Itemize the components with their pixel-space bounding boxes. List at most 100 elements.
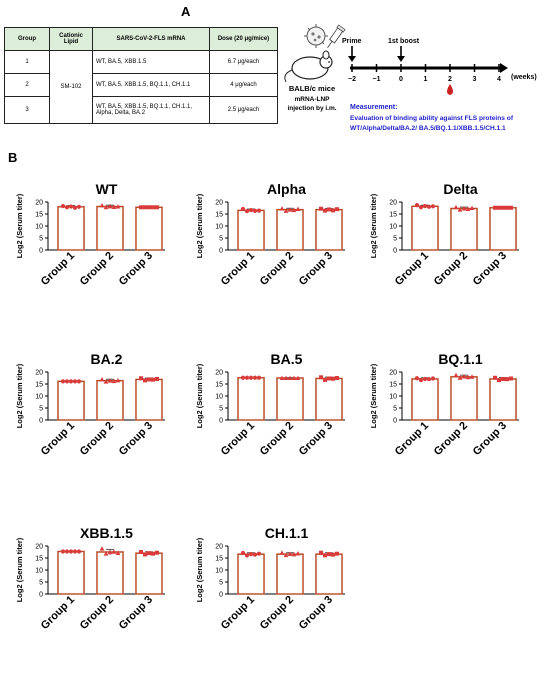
data-point xyxy=(151,377,155,382)
y-tick-label: 10 xyxy=(35,224,43,231)
y-tick-label: 15 xyxy=(215,212,223,219)
y-tick-label: 5 xyxy=(39,236,43,243)
y-tick-label: 0 xyxy=(39,418,43,425)
bar xyxy=(489,378,517,421)
timeline-tick-label: 1 xyxy=(424,76,428,83)
chart-6: XBB.1.5 Log2 (Serum titer) 0 5 10 15 20 Group 1… xyxy=(15,525,165,632)
bar xyxy=(237,377,265,421)
y-tick-label: 5 xyxy=(219,580,223,587)
x-tick-label: Group 3 xyxy=(297,250,335,288)
data-point xyxy=(295,206,301,211)
data-point xyxy=(279,206,285,211)
data-point xyxy=(115,378,121,383)
table-header-mrna: SARS-CoV-2-FLS mRNA xyxy=(92,27,210,51)
y-tick-label: 0 xyxy=(393,418,397,425)
y-axis-label: Log2 (Serum titer) xyxy=(369,193,378,258)
panel-a-label: A xyxy=(181,4,191,19)
table-cell-lipid: SM-102 xyxy=(49,50,93,124)
data-point xyxy=(493,375,497,380)
table-header-group: Group xyxy=(4,27,50,51)
measurement-line-2: WT/Alpha/Delta/BA.2/ BA.5/BQ.1.1/XBB.1.5… xyxy=(350,125,506,132)
x-tick-label: Group 3 xyxy=(117,250,155,288)
data-point xyxy=(287,551,293,556)
data-point xyxy=(291,207,297,213)
bar xyxy=(411,378,439,421)
table-cell-mrna: WT, BA.5, XBB.1.5 xyxy=(92,50,210,74)
data-point xyxy=(111,204,117,210)
table-row: 1 SM-102 WT, BA.5, XBB.1.5 6.7 μg/each xyxy=(4,50,278,124)
y-tick-label: 5 xyxy=(219,406,223,413)
timeline-unit-label: (weeks) xyxy=(511,74,537,81)
y-tick-label: 20 xyxy=(35,200,43,207)
data-point xyxy=(323,377,327,382)
data-point xyxy=(426,377,432,382)
y-tick-label: 0 xyxy=(219,248,223,255)
data-point xyxy=(430,204,436,209)
table-cell-dose: 6.7 μg/each xyxy=(209,50,278,74)
data-point xyxy=(99,546,105,551)
data-point xyxy=(497,205,501,210)
data-point xyxy=(64,379,70,384)
immunization-schedule: BALB/c mice mRNA-LNP injection by i.m. −… xyxy=(284,24,537,132)
data-point xyxy=(107,549,113,555)
bar xyxy=(411,205,439,251)
data-point xyxy=(143,378,147,383)
prime-label: Prime xyxy=(342,38,362,45)
x-tick-label: Group 1 xyxy=(39,250,77,288)
table-header-lipid: Cationic Lipid xyxy=(49,27,93,51)
data-point xyxy=(461,206,467,211)
data-point xyxy=(493,205,497,210)
data-point xyxy=(279,375,285,380)
virus-icon xyxy=(304,24,328,48)
timeline-tick-label: −1 xyxy=(373,76,381,83)
timeline-tick-label: 0 xyxy=(399,76,403,83)
y-tick-label: 20 xyxy=(389,200,397,207)
bar xyxy=(315,553,343,595)
x-tick-label: Group 3 xyxy=(471,250,509,288)
x-tick-label: Group 3 xyxy=(297,420,335,458)
x-tick-label: Group 3 xyxy=(117,420,155,458)
data-point xyxy=(155,376,159,381)
blood-drop-icon xyxy=(447,84,453,95)
timeline-tick-label: 4 xyxy=(497,76,501,83)
data-point xyxy=(465,206,471,211)
data-point xyxy=(287,375,293,380)
y-tick-label: 5 xyxy=(39,580,43,587)
y-tick-label: 5 xyxy=(393,406,397,413)
bar xyxy=(57,550,85,595)
data-point xyxy=(497,378,501,383)
data-point xyxy=(335,551,339,556)
y-tick-label: 10 xyxy=(35,568,43,575)
data-point xyxy=(147,205,151,210)
data-point xyxy=(501,205,505,210)
data-point xyxy=(107,378,113,383)
y-tick-label: 15 xyxy=(35,556,43,563)
data-point xyxy=(244,375,250,380)
data-point xyxy=(283,375,289,380)
table-cell-group: 3 xyxy=(4,96,50,124)
data-point xyxy=(327,552,331,557)
chart-title: Delta xyxy=(443,181,477,197)
data-point xyxy=(295,551,301,556)
y-tick-label: 15 xyxy=(215,556,223,563)
chart-title: Alpha xyxy=(267,181,306,197)
table-cell-mrna: WT, BA.5, XBB.1.5, BQ.1.1, CH.1.1, Alpha… xyxy=(92,96,210,124)
data-point xyxy=(319,375,323,380)
y-axis-label: Log2 (Serum titer) xyxy=(195,193,204,258)
data-point xyxy=(287,207,293,212)
x-tick-label: Group 2 xyxy=(258,594,296,632)
y-axis-label: Log2 (Serum titer) xyxy=(15,193,24,258)
measurement-line-1: Evaluation of binding ability against FL… xyxy=(350,115,514,122)
data-point xyxy=(252,208,258,213)
data-point xyxy=(68,379,74,384)
table-row: 2 WT, BA.5, XBB.1.5, BQ.1.1, CH.1.1 4 μg… xyxy=(4,73,278,97)
data-point xyxy=(99,202,105,208)
data-point xyxy=(509,376,513,381)
y-tick-label: 10 xyxy=(35,394,43,401)
x-tick-label: Group 1 xyxy=(393,250,431,288)
